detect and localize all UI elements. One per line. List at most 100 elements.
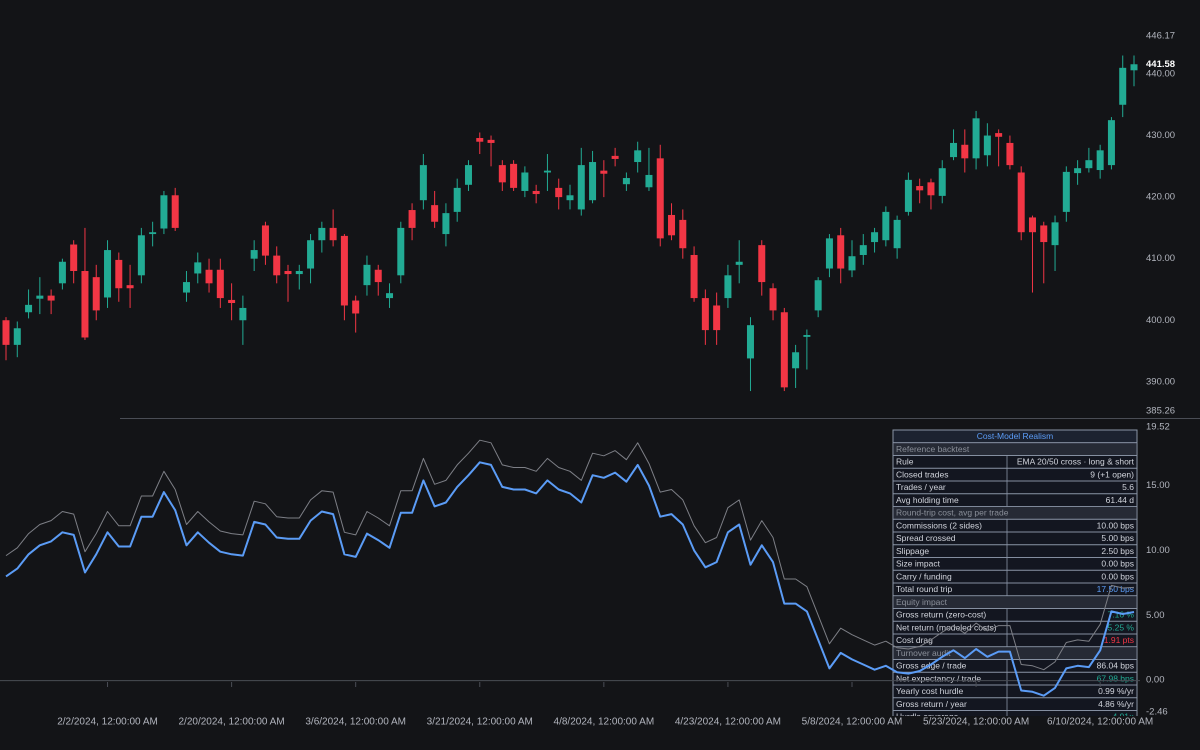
candle-body: [724, 275, 732, 299]
y-tick-label: 390.00: [1146, 376, 1175, 387]
x-tick-label: 4/23/2024, 12:00:00 AM: [675, 717, 781, 728]
candle-body: [374, 269, 382, 283]
y-tick-label: 440.00: [1146, 69, 1175, 80]
row-label: Total round trip: [896, 584, 952, 594]
candle-body: [543, 170, 551, 173]
y-tick-label: 19.52: [1146, 422, 1170, 433]
candle-body: [577, 165, 585, 210]
candle-body: [318, 227, 326, 241]
candle-body: [656, 158, 664, 239]
row-label: Hurdle coverage: [896, 712, 959, 722]
stats-table: Cost-Model Realism Reference backtest Rule…: [892, 429, 1138, 722]
candle-body: [115, 259, 123, 289]
candle-body: [622, 178, 630, 185]
x-tick-label: 2/20/2024, 12:00:00 AM: [178, 717, 284, 728]
candle-body: [487, 139, 495, 143]
candle-body: [746, 325, 754, 359]
candle-body: [1006, 142, 1014, 166]
candle-body: [137, 235, 145, 276]
y-tick-label: 5.00: [1146, 610, 1165, 621]
x-tick-label: 5/23/2024, 12:00:00 AM: [923, 717, 1029, 728]
candle-body: [961, 144, 969, 159]
row-value: 9 (+1 open): [1090, 469, 1134, 479]
candle-body: [228, 299, 236, 304]
row-label: Commissions (2 sides): [896, 520, 982, 530]
candle-body: [758, 245, 766, 283]
candle-body: [1119, 67, 1127, 105]
candle-body: [679, 219, 687, 249]
candle-body: [521, 172, 529, 191]
candle-body: [284, 270, 292, 275]
row-value: 5.00 bps: [1101, 533, 1134, 543]
candle-body: [769, 288, 777, 311]
candle-body: [566, 195, 574, 201]
candle-body: [295, 270, 303, 275]
candle-body: [916, 186, 924, 191]
candle-body: [735, 261, 743, 265]
row-label: Cost drag: [896, 635, 933, 645]
candle-body: [532, 190, 540, 195]
candle-body: [70, 244, 78, 271]
candle-body: [611, 155, 619, 159]
row-label: Gross return / year: [896, 699, 967, 709]
row-label: Rule: [896, 457, 914, 467]
candle-body: [1062, 171, 1070, 212]
candle-body: [825, 238, 833, 269]
candle-body: [205, 269, 213, 284]
candle-body: [104, 250, 112, 298]
candle-body: [555, 187, 563, 198]
y-tick-label: 0.00: [1146, 675, 1165, 686]
candle-body: [160, 195, 168, 229]
candle-body: [419, 165, 427, 201]
candle-body: [216, 269, 224, 299]
candle-body: [668, 214, 676, 236]
row-label: Net return (modeled costs): [896, 622, 997, 632]
y-tick-label: 410.00: [1146, 253, 1175, 264]
row-value: 67.98 bps: [1097, 673, 1134, 683]
row-label: Carry / funding: [896, 571, 952, 581]
candle-body: [814, 280, 822, 311]
candle-body: [476, 138, 484, 142]
candle-body: [453, 187, 461, 212]
row-label: Closed trades: [896, 469, 948, 479]
candle-body: [1051, 222, 1059, 246]
section-heading: Reference backtest: [896, 444, 970, 454]
candle-body: [589, 162, 597, 201]
row-label: Yearly cost hurdle: [896, 686, 964, 696]
row-label: Net expectancy / trade: [896, 673, 981, 683]
candle-body: [58, 261, 66, 284]
row-label: Gross edge / trade: [896, 661, 967, 671]
row-label: Gross return (zero-cost): [896, 610, 986, 620]
section-heading: Equity impact: [896, 597, 948, 607]
row-value: 4.91×: [1112, 712, 1134, 722]
row-label: Avg holding time: [896, 495, 959, 505]
candle-body: [194, 262, 202, 274]
equity-line: [5, 439, 1135, 671]
candle-body: [442, 213, 450, 235]
candle-body: [47, 295, 55, 301]
candle-body: [1085, 160, 1093, 169]
candle-body: [307, 240, 315, 269]
candle-body: [871, 232, 879, 243]
section-heading: Turnover audit: [896, 648, 951, 658]
x-tick-label: 3/21/2024, 12:00:00 AM: [427, 717, 533, 728]
candle-body: [645, 174, 653, 188]
candle-body: [904, 179, 912, 212]
candle-body: [1040, 225, 1048, 243]
candle-body: [893, 219, 901, 249]
row-value: 5.25 %: [1108, 622, 1135, 632]
candle-body: [510, 163, 518, 188]
candle-body: [1017, 172, 1025, 233]
y-tick-label: 400.00: [1146, 315, 1175, 326]
row-value: 5.6: [1122, 482, 1134, 492]
candle-body: [792, 352, 800, 369]
candle-body: [171, 195, 179, 228]
candle-body: [600, 170, 608, 174]
candle-body: [1096, 150, 1104, 171]
candle-body: [273, 255, 281, 276]
row-label: Size impact: [896, 559, 941, 569]
row-value: 1.91 pts: [1104, 635, 1134, 645]
equity-line: [5, 461, 1135, 697]
candle-body: [498, 165, 506, 183]
